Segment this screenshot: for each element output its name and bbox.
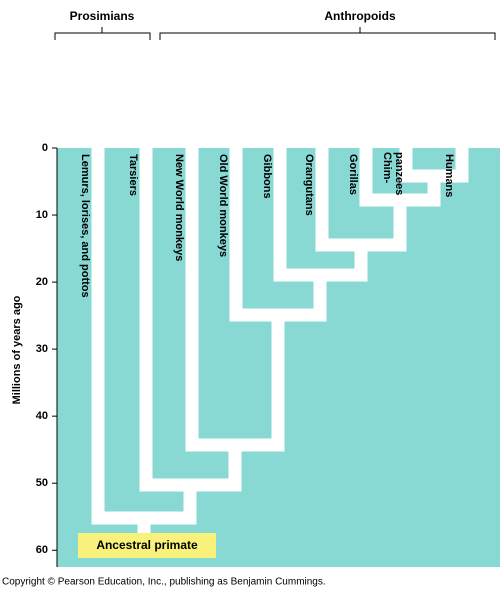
group-label: Anthropoids xyxy=(324,9,396,23)
tree xyxy=(91,148,469,540)
tip-label: Tarsiers xyxy=(127,154,139,196)
tip-label: Gibbons xyxy=(261,154,273,199)
tip-label: Humans xyxy=(443,154,455,197)
tick-label: 0 xyxy=(42,142,48,154)
bracket xyxy=(159,27,496,40)
root-label: Ancestral primate xyxy=(96,538,198,552)
axis-title: Millions of years ago xyxy=(11,295,23,404)
tip-label: New World monkeys xyxy=(173,154,185,261)
tick-label: 10 xyxy=(36,209,48,221)
tip-label: Gorillas xyxy=(347,154,359,195)
tick-label: 60 xyxy=(36,544,48,556)
tick-label: 50 xyxy=(36,477,48,489)
tick-label: 40 xyxy=(36,410,48,422)
bracket xyxy=(54,27,151,40)
tip-label: Orangutans xyxy=(303,154,315,216)
tip-label: Lemurs, lorises, and pottos xyxy=(79,154,91,298)
tip-label: Chim-panzees xyxy=(381,152,405,195)
tick-label: 20 xyxy=(36,276,48,288)
root-box xyxy=(78,533,216,558)
tip-label: Old World monkeys xyxy=(217,154,229,257)
tick-label: 30 xyxy=(36,343,48,355)
group-label: Prosimians xyxy=(70,9,135,23)
copyright: Copyright © Pearson Education, Inc., pub… xyxy=(2,577,326,588)
